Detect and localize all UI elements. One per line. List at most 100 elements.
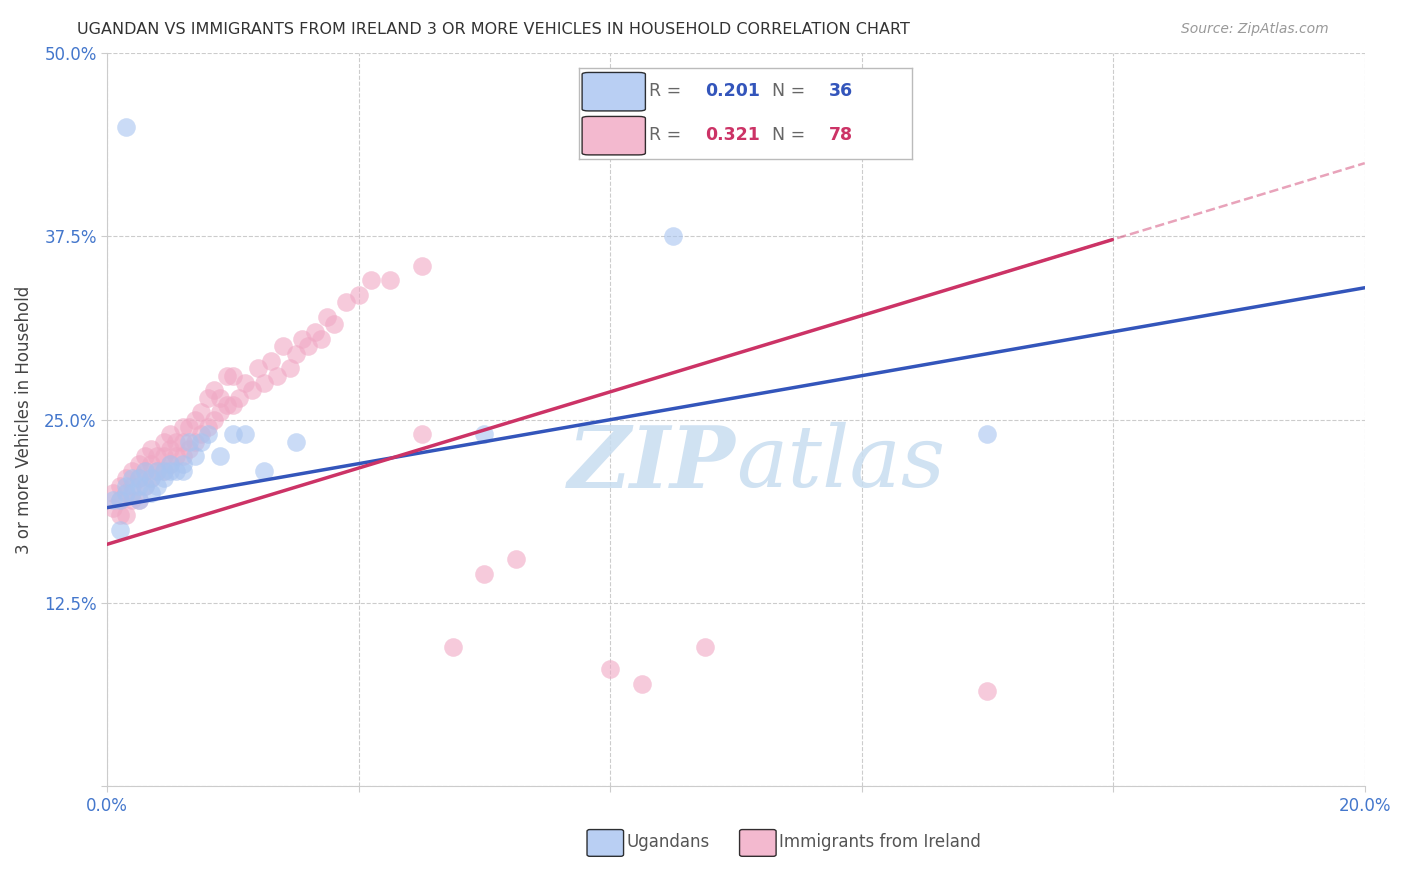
Point	[197, 427, 219, 442]
Point	[360, 273, 382, 287]
Point	[128, 457, 150, 471]
Point	[165, 450, 187, 464]
Point	[121, 471, 143, 485]
Point	[505, 552, 527, 566]
Point	[152, 464, 174, 478]
Point	[134, 464, 156, 478]
Point	[172, 464, 194, 478]
Point	[108, 523, 131, 537]
Point	[128, 493, 150, 508]
Point	[172, 434, 194, 449]
Point	[115, 120, 138, 134]
Point	[152, 464, 174, 478]
Text: Immigrants from Ireland: Immigrants from Ireland	[779, 833, 981, 851]
Point	[347, 288, 370, 302]
Point	[304, 325, 326, 339]
Point	[108, 493, 131, 508]
Point	[152, 434, 174, 449]
Point	[240, 384, 263, 398]
Point	[177, 442, 200, 456]
Point	[146, 478, 169, 492]
Point	[121, 486, 143, 500]
Point	[190, 434, 212, 449]
Point	[222, 398, 245, 412]
Point	[165, 464, 187, 478]
Point	[266, 368, 288, 383]
Text: Ugandans: Ugandans	[627, 833, 710, 851]
Point	[108, 508, 131, 522]
Point	[599, 662, 621, 676]
Point	[146, 464, 169, 478]
Point	[172, 420, 194, 434]
Point	[128, 493, 150, 508]
Text: Source: ZipAtlas.com: Source: ZipAtlas.com	[1181, 22, 1329, 37]
Point	[190, 427, 212, 442]
Point	[177, 434, 200, 449]
Point	[121, 478, 143, 492]
Point	[146, 464, 169, 478]
Text: ZIP: ZIP	[568, 422, 735, 506]
Point	[134, 450, 156, 464]
Point	[253, 376, 276, 390]
Point	[278, 361, 301, 376]
Point	[202, 412, 225, 426]
Point	[222, 368, 245, 383]
Text: atlas: atlas	[735, 422, 945, 505]
Point	[141, 471, 163, 485]
Point	[184, 450, 207, 464]
Point	[197, 420, 219, 434]
Point	[103, 486, 125, 500]
Point	[976, 427, 998, 442]
Point	[172, 457, 194, 471]
Point	[184, 434, 207, 449]
Point	[152, 471, 174, 485]
Point	[134, 478, 156, 492]
Point	[121, 493, 143, 508]
Point	[115, 486, 138, 500]
Point	[134, 464, 156, 478]
Point	[284, 434, 307, 449]
Point	[159, 457, 181, 471]
Point	[115, 486, 138, 500]
Point	[128, 471, 150, 485]
Y-axis label: 3 or more Vehicles in Household: 3 or more Vehicles in Household	[15, 285, 32, 554]
Point	[141, 471, 163, 485]
Point	[121, 464, 143, 478]
Point	[103, 500, 125, 515]
Point	[309, 332, 332, 346]
Point	[271, 339, 294, 353]
Point	[190, 405, 212, 419]
Point	[159, 457, 181, 471]
Point	[474, 566, 496, 581]
Point	[209, 391, 232, 405]
Point	[322, 318, 344, 332]
Point	[215, 368, 238, 383]
Point	[411, 259, 433, 273]
Text: UGANDAN VS IMMIGRANTS FROM IRELAND 3 OR MORE VEHICLES IN HOUSEHOLD CORRELATION C: UGANDAN VS IMMIGRANTS FROM IRELAND 3 OR …	[77, 22, 910, 37]
Point	[316, 310, 339, 324]
Point	[297, 339, 319, 353]
Point	[165, 434, 187, 449]
Point	[141, 442, 163, 456]
Point	[662, 229, 685, 244]
Point	[103, 493, 125, 508]
Point	[128, 478, 150, 492]
Point	[215, 398, 238, 412]
Point	[172, 450, 194, 464]
Point	[115, 478, 138, 492]
Point	[141, 486, 163, 500]
Point	[474, 427, 496, 442]
Point	[108, 493, 131, 508]
Point	[259, 354, 281, 368]
Point	[378, 273, 401, 287]
Point	[159, 464, 181, 478]
Point	[146, 450, 169, 464]
Point	[441, 640, 464, 654]
Point	[128, 471, 150, 485]
Point	[693, 640, 716, 654]
Point	[134, 478, 156, 492]
Point	[222, 427, 245, 442]
Point	[115, 471, 138, 485]
Point	[335, 295, 357, 310]
Point	[209, 450, 232, 464]
